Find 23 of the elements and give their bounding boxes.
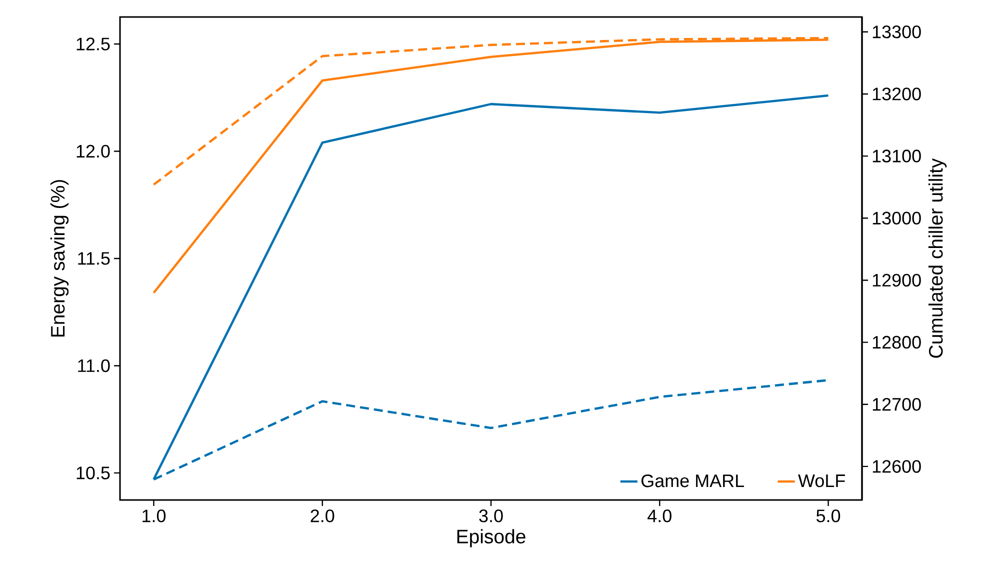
y2-tick-label: 13300 (872, 26, 921, 38)
y-tick-label: 10.5 (76, 466, 110, 480)
x-tick-label: 3.0 (479, 510, 503, 522)
y2-tick-label: 13000 (872, 212, 921, 225)
y2-tick-label: 13200 (872, 88, 921, 100)
x-tick-label: 2.0 (310, 510, 334, 522)
x-tick-label: 4.0 (648, 510, 672, 522)
y2-tick-label: 12700 (872, 398, 921, 411)
x-axis-title: Episode (457, 529, 526, 548)
y2-tick-label: 13100 (872, 150, 921, 162)
y2-tick-label: 12900 (872, 274, 921, 287)
y2-tick-label: 12600 (872, 460, 921, 473)
y-axis-title: Energy saving (%) (50, 180, 69, 337)
x-tick-label: 1.0 (142, 510, 166, 522)
legend-label: Game MARL (642, 474, 744, 488)
y2-axis-title: Cumulated chiller utility (928, 158, 947, 358)
y-tick-label: 12.5 (76, 38, 110, 50)
y-tick-label: 11.0 (78, 359, 110, 372)
y-tick-label: 12.0 (76, 144, 110, 158)
legend-label: WoLF (798, 474, 845, 488)
x-tick-label: 5.0 (816, 510, 840, 522)
y2-tick-label: 12800 (872, 336, 921, 349)
y-tick-label: 11.5 (78, 252, 110, 265)
